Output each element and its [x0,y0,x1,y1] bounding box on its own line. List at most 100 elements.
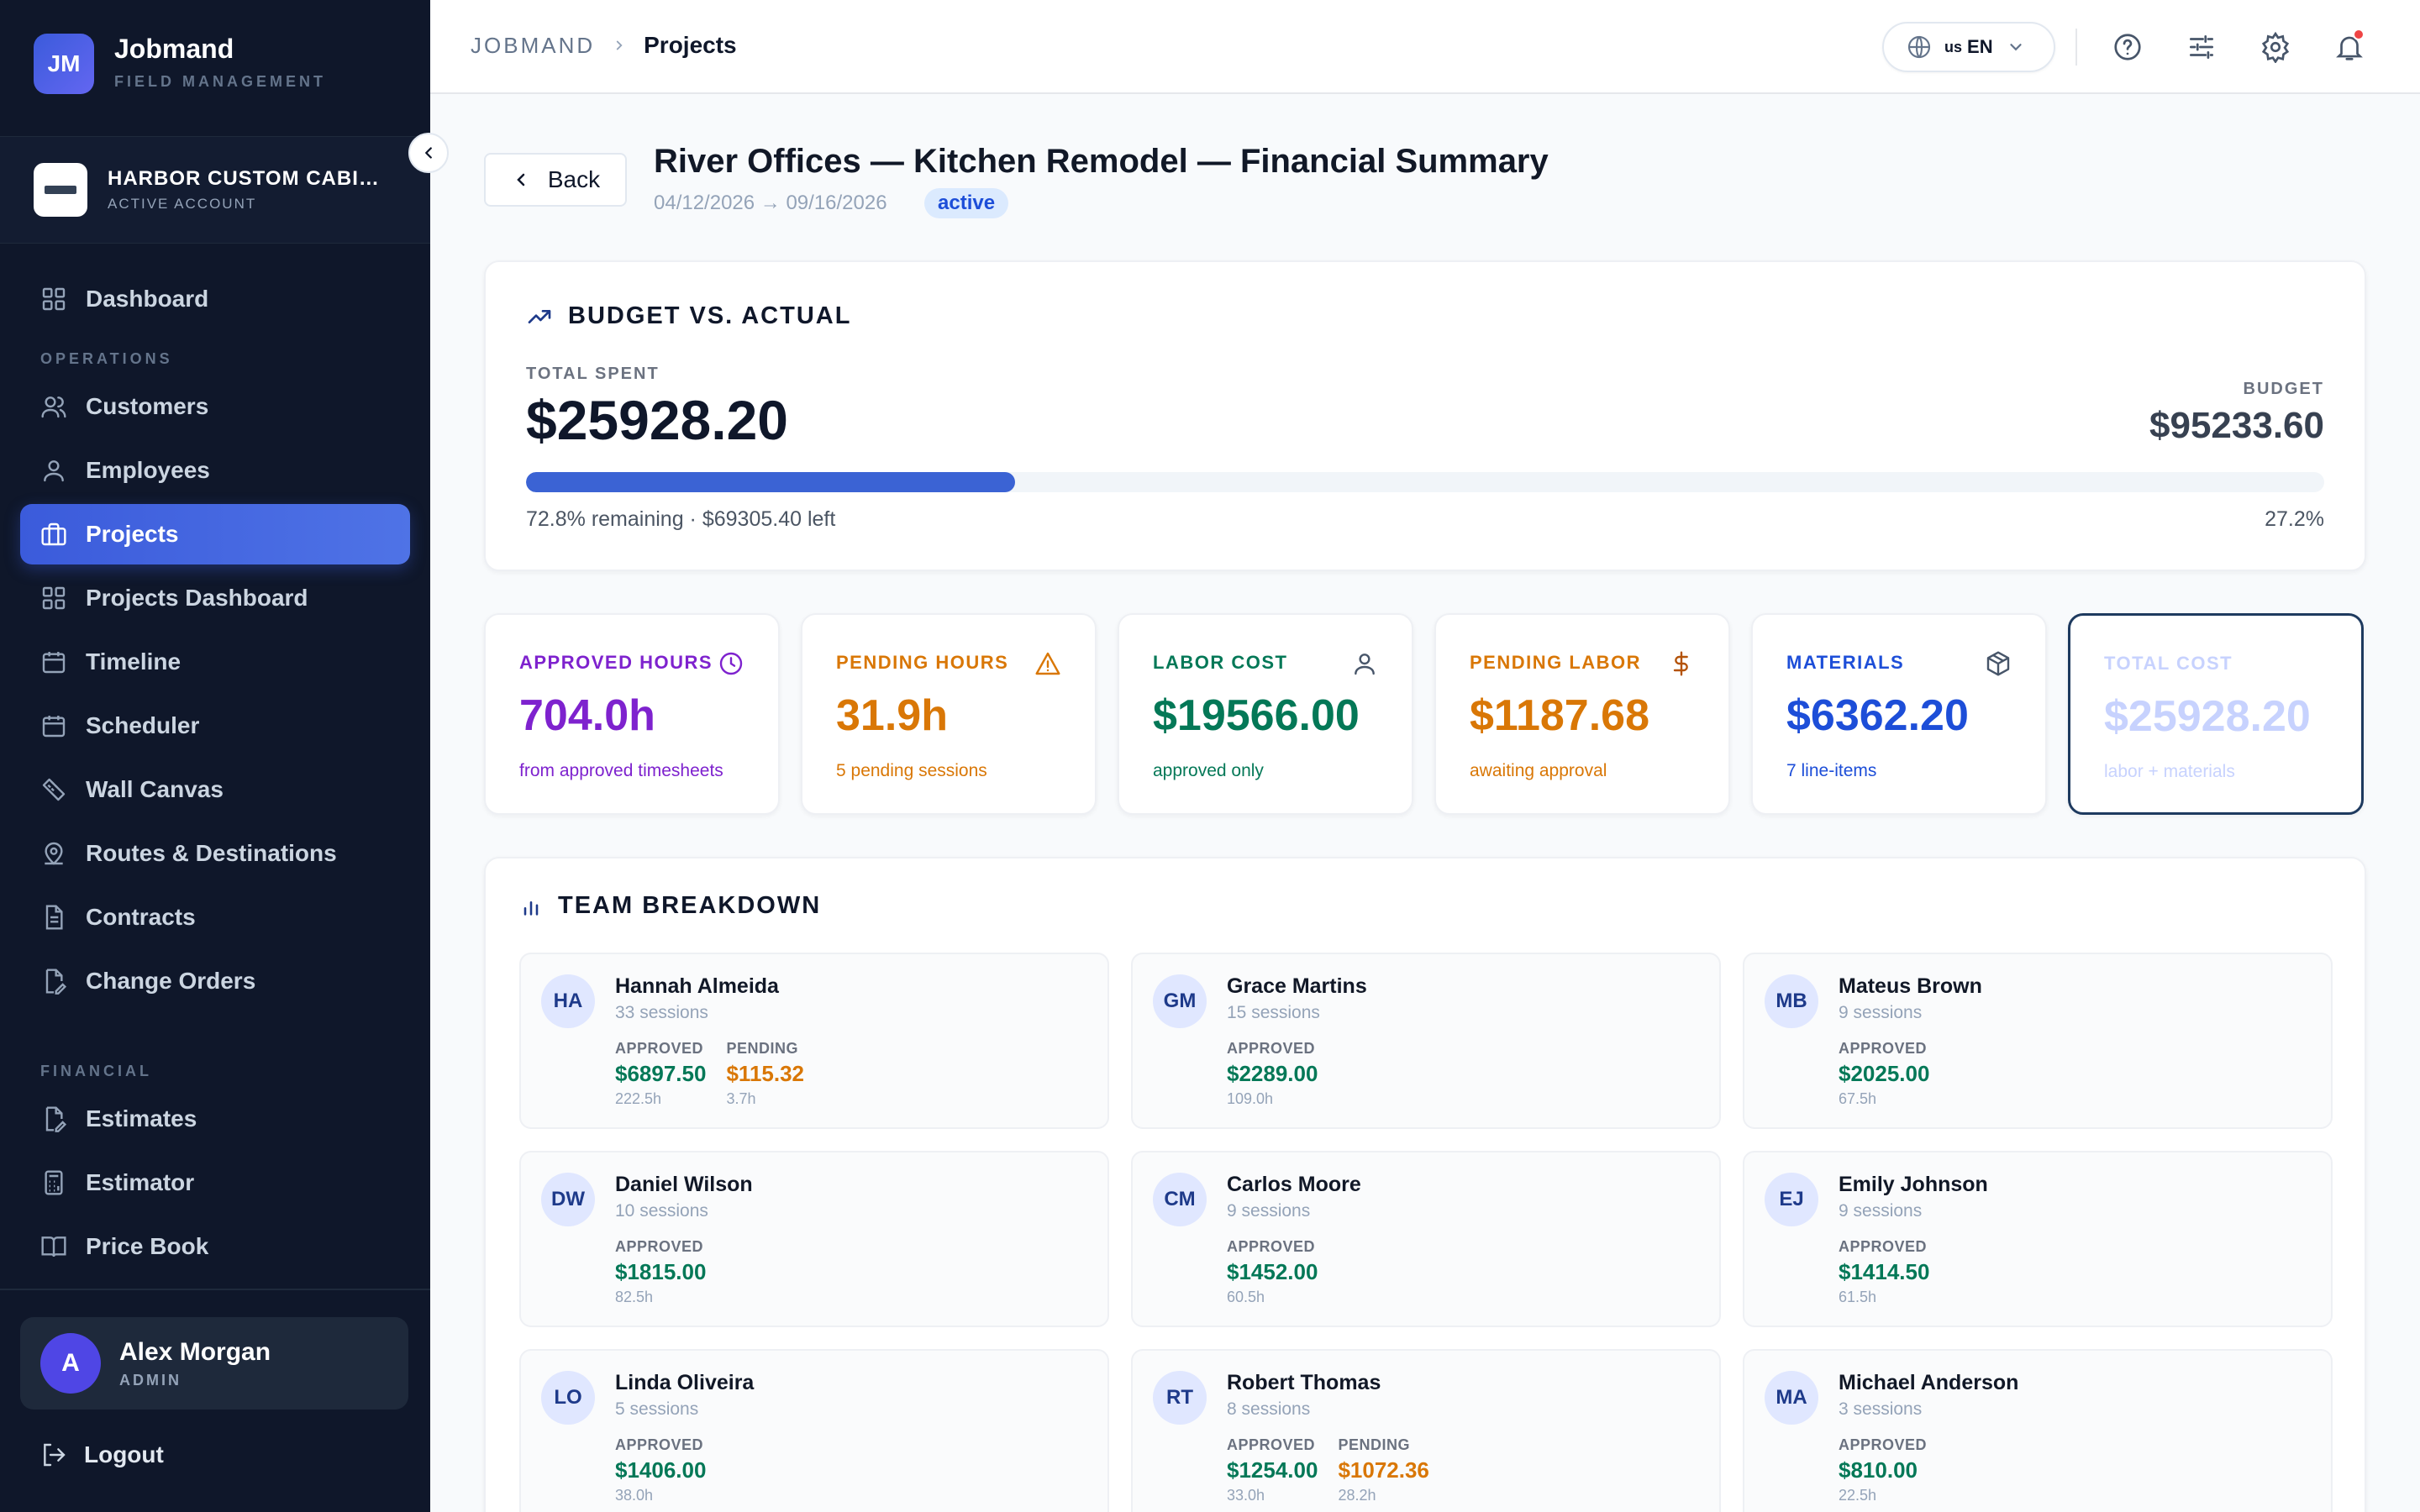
budget-progress-fill [526,472,1016,492]
approved-label: APPROVED [1227,1040,1316,1057]
sidebar-item-scheduler[interactable]: Scheduler [20,696,410,756]
filters-button[interactable] [2181,27,2222,67]
collapse-sidebar-button[interactable] [408,133,449,173]
avatar: EJ [1765,1173,1818,1226]
approved-hours: 61.5h [1839,1289,1877,1305]
pending-column: PENDING $115.32 3.7h [726,1040,804,1108]
member-sessions: 33 sessions [615,1003,708,1022]
member-sessions: 3 sessions [1839,1399,1923,1419]
stat-subtext: approved only [1153,761,1264,780]
stat-label: TOTAL COST [2104,653,2233,674]
stat-label: MATERIALS [1786,652,1905,673]
stat-value: $1187.68 [1470,691,1650,740]
budget-value: $95233.60 [2149,405,2324,446]
sidebar-item-label: Projects Dashboard [86,585,308,611]
flag-label: us [1944,38,1963,55]
approved-amount: $810.00 [1839,1457,1918,1483]
nav-section-operations: OPERATIONS [40,350,173,367]
total-spent-label: TOTAL SPENT [526,365,660,383]
budget-heading: BUDGET VS. ACTUAL [526,302,851,330]
chevron-left-icon [425,147,432,159]
chevron-down-icon [2009,44,2022,51]
stat-value: 704.0h [519,691,655,740]
stat-label: PENDING HOURS [836,652,1009,673]
notification-dot [2353,29,2365,40]
sidebar-item-projects-dashboard[interactable]: Projects Dashboard [20,568,410,628]
member-sessions: 9 sessions [1839,1003,1923,1022]
sidebar-item-dashboard[interactable]: Dashboard [20,269,410,329]
back-label: Back [547,166,601,192]
approved-label: APPROVED [615,1040,704,1057]
sidebar-item-timeline[interactable]: Timeline [20,632,410,692]
stat-subtext: 5 pending sessions [836,761,987,780]
grid-icon [42,287,66,311]
avatar: RT [1153,1371,1207,1425]
team-heading: TEAM BREAKDOWN [519,892,821,920]
logout-button[interactable]: Logout [40,1431,164,1478]
map-pin-icon [45,842,63,865]
avatar: CM [1153,1173,1207,1226]
sidebar-divider [0,1289,430,1290]
team-member-card: LO Linda Oliveira 5 sessions APPROVED $1… [519,1349,1109,1512]
help-button[interactable] [2107,27,2148,67]
sidebar-item-label: Estimates [86,1105,197,1131]
approved-label: APPROVED [1227,1238,1316,1255]
pending-label: PENDING [1338,1436,1410,1453]
sidebar-item-employees[interactable]: Employees [20,440,410,501]
back-button[interactable]: Back [484,153,627,207]
user-profile[interactable]: A Alex Morgan ADMIN [20,1317,408,1410]
user-icon [44,460,64,482]
budget-remaining: 72.8% remaining · $69305.40 left [526,507,836,531]
member-name: Michael Anderson [1839,1371,2019,1394]
sidebar-item-label: Customers [86,393,209,419]
sidebar-item-wall-canvas[interactable]: Wall Canvas [20,759,410,820]
document-edit-icon [45,1106,67,1132]
member-sessions: 15 sessions [1227,1003,1320,1022]
avatar: MA [1765,1371,1818,1425]
team-members-grid: HA Hannah Almeida 33 sessions APPROVED $… [519,953,2334,1512]
member-sessions: 9 sessions [1227,1201,1311,1221]
sidebar-item-label: Timeline [86,648,182,675]
team-member-card: RT Robert Thomas 8 sessions APPROVED $12… [1131,1349,1721,1512]
globe-icon [1907,35,1931,59]
project-dates: 04/12/2026 → 09/16/2026 [654,192,887,214]
briefcase-icon [41,522,66,546]
account-switcher[interactable]: HARBOR CUSTOM CABIN... ACTIVE ACCOUNT [0,136,430,244]
settings-button[interactable] [2255,27,2296,67]
sidebar-item-contracts[interactable]: Contracts [20,887,410,948]
approved-amount: $1254.00 [1227,1457,1318,1483]
language-selector[interactable]: us EN [1882,22,2055,72]
member-name: Emily Johnson [1839,1173,1988,1196]
pending-amount: $115.32 [726,1061,805,1086]
approved-label: APPROVED [615,1436,704,1453]
stat-subtext: 7 line-items [1786,761,1877,780]
breadcrumb-root[interactable]: JOBMAND [471,32,596,58]
sidebar-item-estimates[interactable]: Estimates [20,1089,410,1149]
sidebar-item-customers[interactable]: Customers [20,376,410,437]
avatar: LO [541,1371,595,1425]
dollar-icon [1673,651,1688,676]
member-sessions: 10 sessions [615,1201,708,1221]
sidebar-item-price-book[interactable]: Price Book [20,1216,410,1277]
member-name: Linda Oliveira [615,1371,755,1394]
member-name: Mateus Brown [1839,974,1982,998]
avatar: A [40,1333,101,1394]
sidebar-item-estimator[interactable]: Estimator [20,1152,410,1213]
sidebar-item-projects[interactable]: Projects [20,504,410,564]
sidebar-item-change-orders[interactable]: Change Orders [20,951,410,1011]
budget-progress-bar [526,472,2324,492]
ruler-icon [42,778,66,801]
approved-hours: 38.0h [615,1487,654,1504]
user-icon [1355,654,1375,675]
pending-amount: $1072.36 [1338,1457,1429,1483]
pending-hours-card: PENDING HOURS 31.9h 5 pending sessions [801,613,1097,815]
stat-subtext: awaiting approval [1470,761,1607,780]
budget-vs-actual-card: BUDGET VS. ACTUAL TOTAL SPENT $25928.20 … [484,260,2366,571]
stat-subtext: from approved timesheets [519,761,723,780]
team-member-card: MA Michael Anderson 3 sessions APPROVED … [1743,1349,2333,1512]
sidebar-item-routes[interactable]: Routes & Destinations [20,823,410,884]
approved-amount: $2289.00 [1227,1061,1318,1086]
notifications-button[interactable] [2329,27,2370,67]
team-member-card: EJ Emily Johnson 9 sessions APPROVED $14… [1743,1151,2333,1327]
toolbar-divider [2075,29,2077,66]
